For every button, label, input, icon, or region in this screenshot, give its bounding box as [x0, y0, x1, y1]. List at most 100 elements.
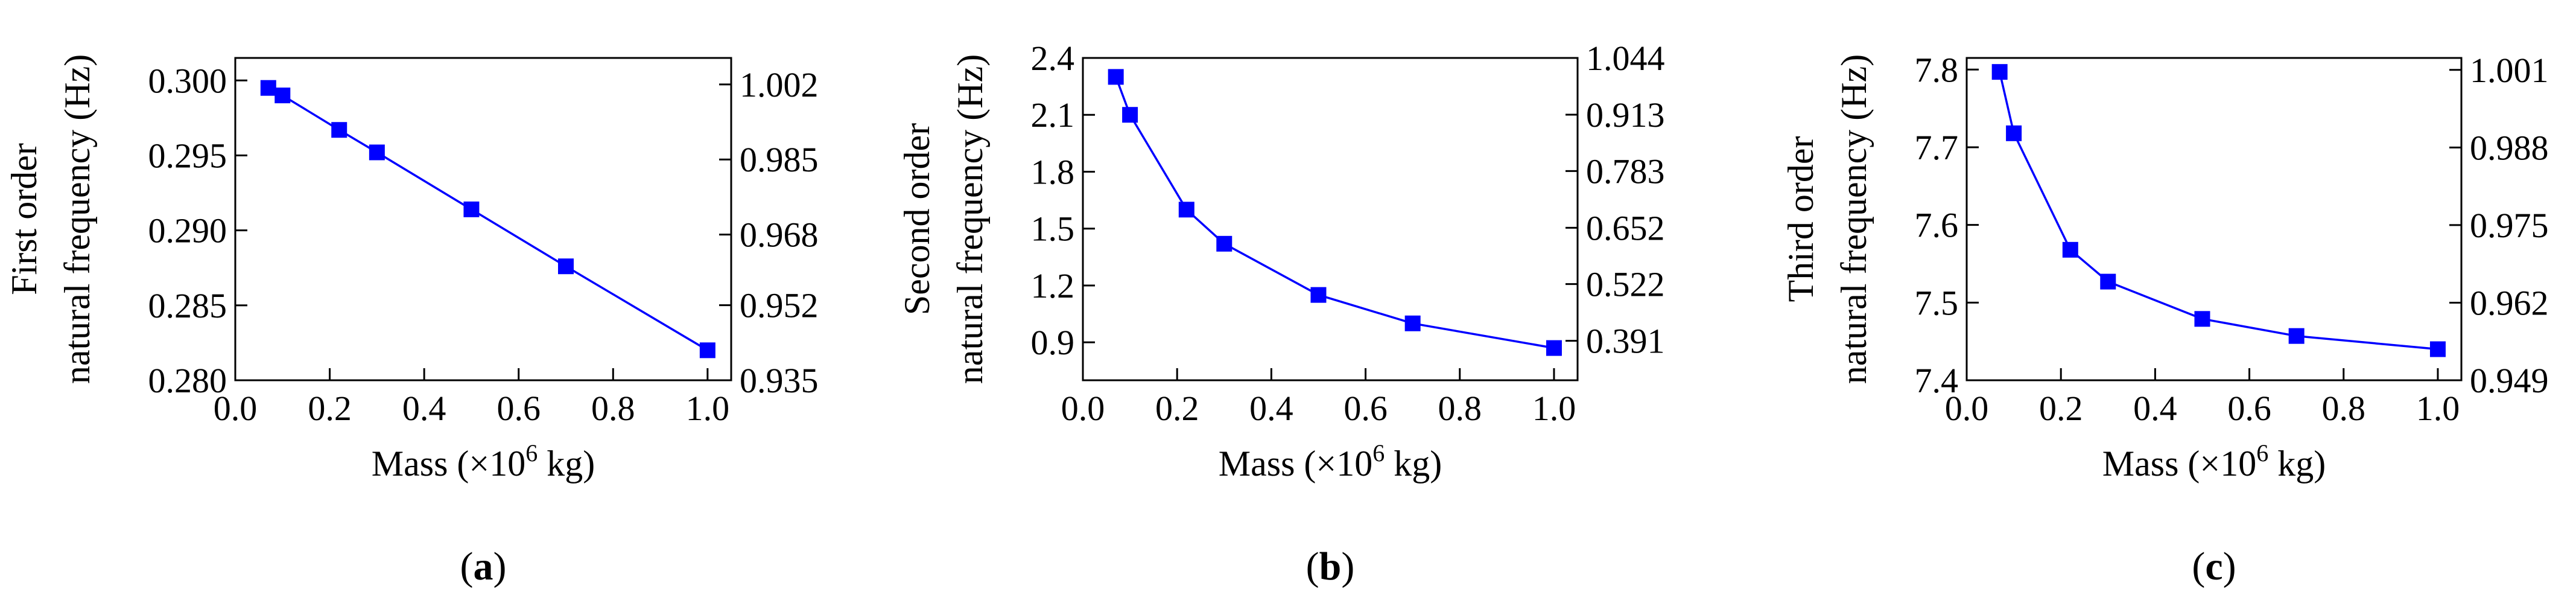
data-point-marker	[463, 201, 480, 217]
panel-b: 0.0 0.2 0.4 0.6 0.8 1.0 0.9 1.2 1.5 1.8 2.1 2.4 0.39…	[897, 39, 1665, 588]
y-axis-title-line1: Second order	[897, 123, 937, 315]
data-point-marker	[331, 122, 347, 138]
panel-label: (c)	[2192, 544, 2236, 588]
x-tick-label: 0.0	[1945, 389, 1989, 428]
x-tick-label: 0.6	[496, 389, 541, 428]
plot-frame	[1965, 57, 2463, 381]
x-axis-title-unit: kg)	[538, 444, 595, 483]
x-tick-label: 0.0	[214, 389, 258, 428]
x-axis-title-text: Mass (×10	[1219, 444, 1373, 483]
data-point-marker	[558, 258, 574, 275]
right-y-tick-label: 0.913	[1586, 95, 1665, 135]
x-axis-title-exponent: 6	[2256, 439, 2268, 467]
y-tick-label: 0.280	[148, 361, 227, 400]
right-y-tick-label: 0.962	[2470, 283, 2549, 322]
y-axis-title-line2: natural frequency (Hz)	[950, 54, 990, 384]
x-axis-title: Mass (×106 kg)	[2102, 439, 2326, 483]
y-axis-title-line1: Third order	[1781, 136, 1821, 302]
x-axis-title-exponent: 6	[525, 439, 538, 467]
y-axis-title-line1: First order	[4, 143, 44, 295]
x-axis-title-unit: kg)	[2268, 444, 2326, 483]
y-tick-label: 1.8	[1031, 152, 1075, 191]
data-point-marker	[1108, 69, 1124, 85]
data-point-marker	[1122, 107, 1138, 123]
y-tick-label: 0.290	[148, 211, 227, 250]
y-tick-label: 0.9	[1031, 323, 1075, 362]
data-point-marker	[2288, 328, 2305, 344]
x-axis-title: Mass (×106 kg)	[1219, 439, 1442, 483]
data-point-marker	[1310, 287, 1327, 303]
right-y-tick-label: 0.935	[740, 361, 819, 400]
right-y-tick-label: 0.652	[1586, 208, 1665, 247]
x-axis-title: Mass (×106 kg)	[372, 439, 595, 483]
right-y-tick-label: 0.522	[1586, 265, 1665, 304]
y-tick-label: 0.300	[148, 61, 227, 100]
right-y-tick-label: 1.002	[740, 65, 819, 104]
x-tick-label: 0.2	[308, 389, 352, 428]
x-axis-title-exponent: 6	[1372, 439, 1385, 467]
right-y-tick-label: 1.044	[1586, 39, 1665, 78]
x-tick-label: 0.4	[402, 389, 446, 428]
data-point-marker	[2100, 273, 2116, 290]
y-tick-label: 2.4	[1031, 39, 1075, 78]
data-point-marker	[2429, 341, 2446, 357]
data-point-marker	[699, 342, 715, 359]
x-tick-label: 1.0	[1532, 389, 1576, 428]
x-tick-label: 0.2	[1155, 389, 1199, 428]
right-y-tick-label: 1.001	[2470, 51, 2549, 90]
data-point-marker	[1404, 315, 1421, 331]
y-axis-title-line2: natural frequency (Hz)	[57, 54, 97, 384]
y-tick-label: 2.1	[1031, 95, 1075, 135]
x-tick-label: 0.8	[1438, 389, 1482, 428]
data-point-marker	[260, 80, 276, 96]
x-tick-label: 0.8	[2322, 389, 2366, 428]
panel-label: (b)	[1306, 544, 1355, 588]
data-point-marker	[1546, 340, 1562, 356]
y-tick-label: 7.5	[1915, 283, 1959, 322]
right-y-tick-label: 0.949	[2470, 361, 2549, 400]
right-y-tick-label: 0.391	[1586, 322, 1665, 361]
y-tick-label: 1.5	[1031, 209, 1075, 249]
plot-frame	[1082, 57, 1579, 381]
right-y-tick-label: 0.968	[740, 215, 819, 255]
y-tick-label: 0.285	[148, 286, 227, 325]
x-tick-label: 0.4	[1249, 389, 1293, 428]
panel-a: 0.0 0.2 0.4 0.6 0.8 1.0 0.280 0.285 0.290 0.295 0.…	[4, 54, 819, 588]
y-tick-label: 7.8	[1915, 50, 1959, 89]
x-tick-label: 0.6	[1344, 389, 1388, 428]
x-axis-title-unit: kg)	[1385, 444, 1442, 483]
data-point-marker	[2194, 311, 2210, 327]
right-y-tick-label: 0.783	[1586, 152, 1665, 191]
x-tick-label: 0.6	[2227, 389, 2271, 428]
panel-c: 0.0 0.2 0.4 0.6 0.8 1.0 7.4 7.5 7.6 7.7 7.8 0.949 0.…	[1781, 50, 2549, 588]
y-tick-label: 7.4	[1915, 361, 1959, 400]
y-tick-label: 1.2	[1031, 266, 1075, 305]
series-line	[1998, 71, 2438, 351]
x-axis-title-text: Mass (×10	[372, 444, 526, 483]
panel-label: (a)	[460, 544, 507, 588]
y-axis-title-line2: natural frequency (Hz)	[1834, 54, 1874, 384]
x-tick-label: 0.4	[2133, 389, 2177, 428]
data-point-marker	[1216, 235, 1232, 252]
data-point-marker	[274, 88, 291, 104]
right-y-tick-label: 0.985	[740, 140, 819, 179]
x-tick-label: 0.2	[2039, 389, 2083, 428]
data-point-marker	[369, 144, 385, 161]
x-tick-label: 1.0	[686, 389, 730, 428]
x-tick-label: 0.8	[591, 389, 635, 428]
right-y-tick-label: 0.952	[740, 286, 819, 325]
y-tick-label: 7.6	[1915, 206, 1959, 245]
right-y-tick-label: 0.988	[2470, 128, 2549, 167]
data-point-marker	[2006, 125, 2022, 141]
x-tick-label: 0.0	[1061, 389, 1105, 428]
y-tick-label: 0.295	[148, 136, 227, 175]
y-tick-label: 7.7	[1915, 128, 1959, 167]
data-point-marker	[1991, 64, 2008, 80]
x-tick-label: 1.0	[2416, 389, 2460, 428]
data-point-marker	[2062, 241, 2078, 258]
x-axis-title-text: Mass (×10	[2102, 444, 2257, 483]
right-y-tick-label: 0.975	[2470, 206, 2549, 245]
plot-frame	[234, 57, 732, 381]
data-point-marker	[1178, 202, 1194, 218]
